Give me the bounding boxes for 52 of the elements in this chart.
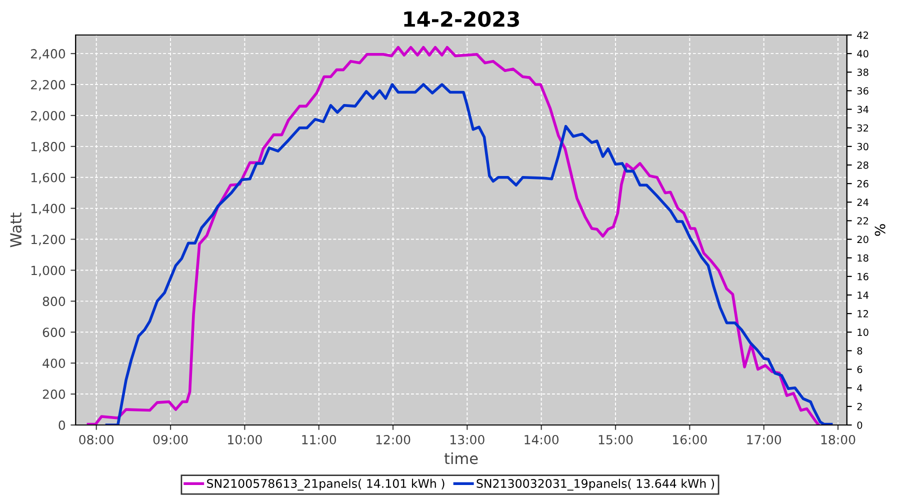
y2-tick-label: 18	[858, 254, 868, 262]
x-tick-label: 09:00	[153, 434, 188, 444]
y2-tick-label: 12	[858, 310, 868, 318]
y-tick-label: 2,000	[31, 110, 66, 122]
x-tick-label: 15:00	[598, 434, 633, 444]
y2-tick-label: 2	[857, 402, 862, 410]
y2-tick-label: 4	[857, 384, 862, 392]
y2-tick-label: 28	[857, 161, 868, 169]
y-tick-label: 1,800	[31, 142, 66, 153]
y-tick-label: 2,200	[31, 80, 66, 91]
y2-tick-label: 24	[857, 198, 868, 206]
y2-tick-label: 42	[857, 31, 868, 39]
y2-tick-label: 0	[857, 421, 862, 429]
y-axis-title: Watt	[10, 212, 22, 248]
y-tick-label: 600	[42, 328, 66, 338]
x-tick-label: 12:00	[376, 434, 410, 444]
y2-tick-label: 36	[857, 87, 868, 95]
y2-tick-label: 32	[857, 124, 868, 132]
y-tick-label: 400	[42, 358, 66, 368]
y-tick-label: 200	[42, 390, 66, 399]
y2-tick-label: 38	[857, 68, 868, 76]
y2-tick-label: 20	[857, 236, 868, 244]
y-tick-label: 2,400	[31, 49, 66, 60]
x-axis-title: time	[444, 452, 478, 464]
y2-tick-label: 22	[857, 217, 868, 224]
y-tick-label: 1,600	[31, 172, 66, 184]
y-tick-label: 0	[58, 420, 66, 430]
y2-tick-label: 30	[857, 142, 868, 150]
y2-tick-label: 40	[857, 50, 868, 58]
x-tick-label: 11:00	[302, 434, 336, 444]
x-tick-label: 18:00	[821, 434, 856, 444]
y-tick-label: 1,400	[31, 204, 66, 215]
y-tick-label: 1,200	[31, 234, 66, 246]
legend-label: SN2100578613_21panels( 14.101 kWh )	[207, 478, 444, 491]
x-tick-label: 17:00	[747, 434, 782, 444]
legend-label: SN2130032031_19panels( 13.644 kWh )	[476, 478, 714, 491]
y2-tick-label: 10	[858, 328, 868, 336]
y2-axis-title: %	[874, 224, 886, 236]
y-tick-label: 800	[42, 296, 66, 306]
y2-tick-label: 34	[857, 106, 868, 114]
y2-tick-label: 6	[857, 366, 862, 374]
x-tick-label: 08:00	[79, 434, 114, 444]
y2-tick-label: 26	[857, 180, 868, 188]
x-tick-label: 16:00	[673, 434, 707, 444]
y2-tick-label: 8	[857, 347, 862, 355]
x-tick-label: 14:00	[524, 434, 559, 444]
y2-tick-label: 16	[858, 272, 868, 280]
x-tick-label: 10:00	[228, 434, 262, 444]
y-tick-label: 1,000	[31, 266, 66, 276]
y2-tick-label: 14	[858, 292, 868, 299]
x-tick-label: 13:00	[450, 434, 484, 444]
chart-title: 14-2-2023	[404, 11, 519, 27]
